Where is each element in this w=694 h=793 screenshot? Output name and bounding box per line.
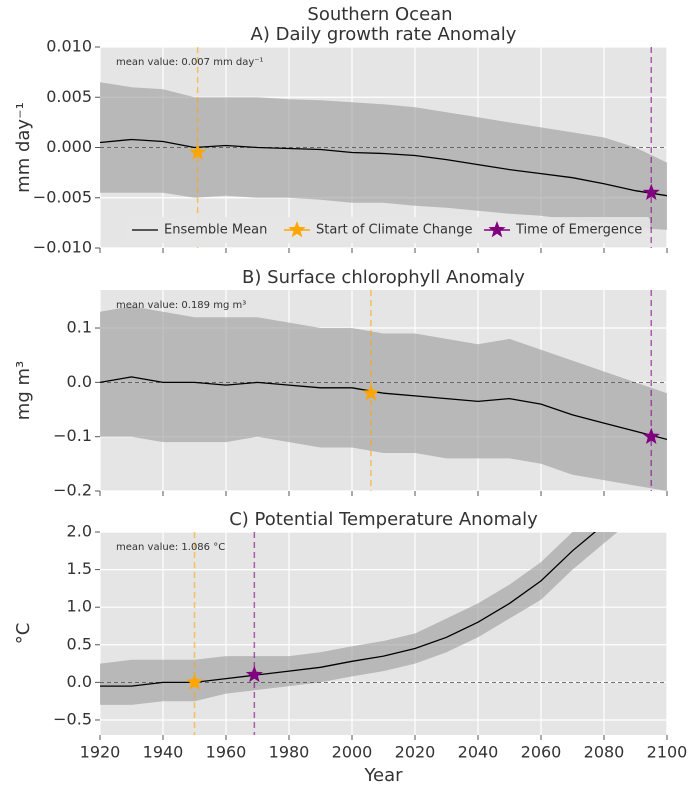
x-tick-label: 2060 [521, 743, 562, 762]
y-tick-label: 1.0 [67, 597, 92, 616]
y-tick-label: −0.010 [33, 238, 92, 257]
x-tick-label: 1980 [269, 743, 310, 762]
annotation: mean value: 1.086 °C [116, 542, 225, 553]
x-tick-label: 2020 [395, 743, 436, 762]
y-tick-label: −0.005 [33, 187, 92, 206]
panel-title: B) Surface chlorophyll Anomaly [242, 267, 525, 288]
y-tick-label: 0.000 [46, 137, 92, 156]
x-axis-label: Year [363, 765, 403, 786]
y-axis-label: °C [13, 623, 34, 645]
y-tick-label: 0.5 [67, 634, 92, 653]
legend-marker [488, 221, 506, 238]
event-marker [642, 183, 660, 200]
y-tick-label: 2.0 [67, 522, 92, 541]
event-marker [642, 427, 660, 444]
event-marker [245, 665, 263, 683]
plot-area [100, 47, 667, 248]
legend-label: Ensemble Mean [164, 223, 267, 238]
plot-background [100, 532, 667, 735]
panel-title: C) Potential Temperature Anomaly [229, 509, 538, 530]
x-tick-label: 1940 [143, 743, 184, 762]
y-tick-label: 0.0 [67, 672, 92, 691]
ensemble-spread [100, 306, 667, 491]
y-tick-label: −0.1 [53, 426, 92, 445]
y-tick-label: 0.005 [46, 87, 92, 106]
ensemble-spread [100, 532, 618, 705]
legend-marker [288, 221, 306, 238]
legend-label: Time of Emergence [515, 223, 642, 238]
y-axis-label: mm day⁻¹ [13, 102, 34, 193]
x-tick-label: 2040 [458, 743, 499, 762]
annotation: mean value: 0.007 mm day⁻¹ [116, 57, 264, 68]
y-tick-label: −0.2 [53, 481, 92, 500]
y-tick-label: 0.0 [67, 372, 92, 391]
event-marker [362, 384, 380, 401]
ensemble-mean [100, 376, 667, 441]
event-marker [185, 673, 204, 690]
y-tick-label: −0.5 [53, 709, 92, 728]
legend-box [126, 217, 650, 243]
annotation: mean value: 0.189 mg m³ [116, 300, 246, 311]
x-tick-label: 1960 [206, 743, 247, 762]
ensemble-mean [100, 138, 667, 197]
y-axis-label: mg m³ [13, 361, 34, 420]
figure-title: Southern Ocean [307, 4, 452, 25]
event-marker [189, 143, 207, 160]
y-tick-label: 0.1 [67, 318, 92, 337]
y-tick-label: 0.010 [46, 37, 92, 56]
panel-title: A) Daily growth rate Anomaly [251, 24, 517, 45]
legend-label: Start of Climate Change [316, 223, 472, 238]
x-tick-label: 1920 [80, 743, 121, 762]
x-tick-label: 2100 [647, 743, 688, 762]
ensemble-spread [100, 82, 667, 230]
x-tick-label: 2000 [332, 743, 373, 762]
x-tick-label: 2080 [584, 743, 625, 762]
plot-area [100, 290, 667, 491]
y-tick-label: 1.5 [67, 559, 92, 578]
